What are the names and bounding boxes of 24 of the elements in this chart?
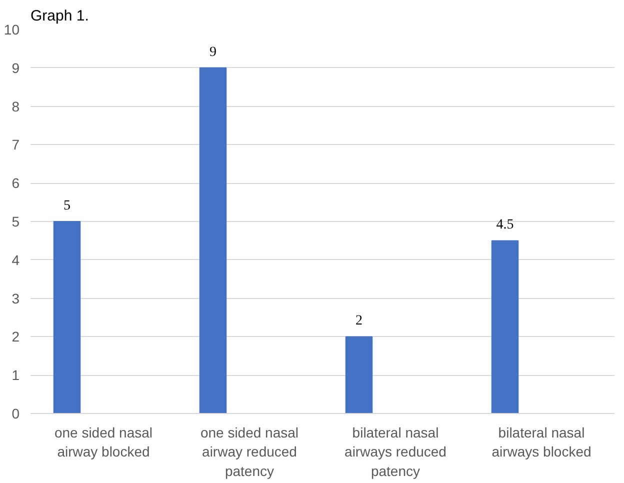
y-tick-label: 3 — [12, 290, 20, 306]
y-tick-label: 6 — [12, 175, 20, 192]
data-label: 9 — [210, 44, 216, 60]
data-label: 4.5 — [496, 218, 514, 233]
y-tick-label: 1 — [12, 367, 20, 384]
bar — [345, 336, 373, 414]
y-tick-label: 10 — [4, 22, 20, 38]
x-tick-label: bilateral nasal airways blocked — [492, 424, 592, 460]
x-tick-label: one sided nasal airway reduced patency — [200, 424, 299, 479]
data-label: 2 — [356, 314, 362, 329]
bar — [491, 240, 519, 414]
y-tick-label: 4 — [12, 252, 20, 268]
chart-title: Graph 1. — [30, 8, 89, 24]
bar — [199, 67, 227, 414]
y-tick-label: 7 — [12, 136, 20, 153]
y-tick-label: 5 — [12, 214, 20, 230]
y-tick-label: 2 — [12, 328, 20, 345]
x-tick-label: one sided nasal airway blocked — [54, 424, 153, 460]
data-label: 5 — [64, 198, 70, 214]
y-tick-label: 0 — [12, 406, 20, 422]
bar — [53, 221, 81, 414]
x-tick-label: bilateral nasal airways reduced patency — [344, 424, 446, 479]
y-tick-label: 9 — [12, 60, 20, 76]
y-tick-label: 8 — [12, 98, 20, 114]
